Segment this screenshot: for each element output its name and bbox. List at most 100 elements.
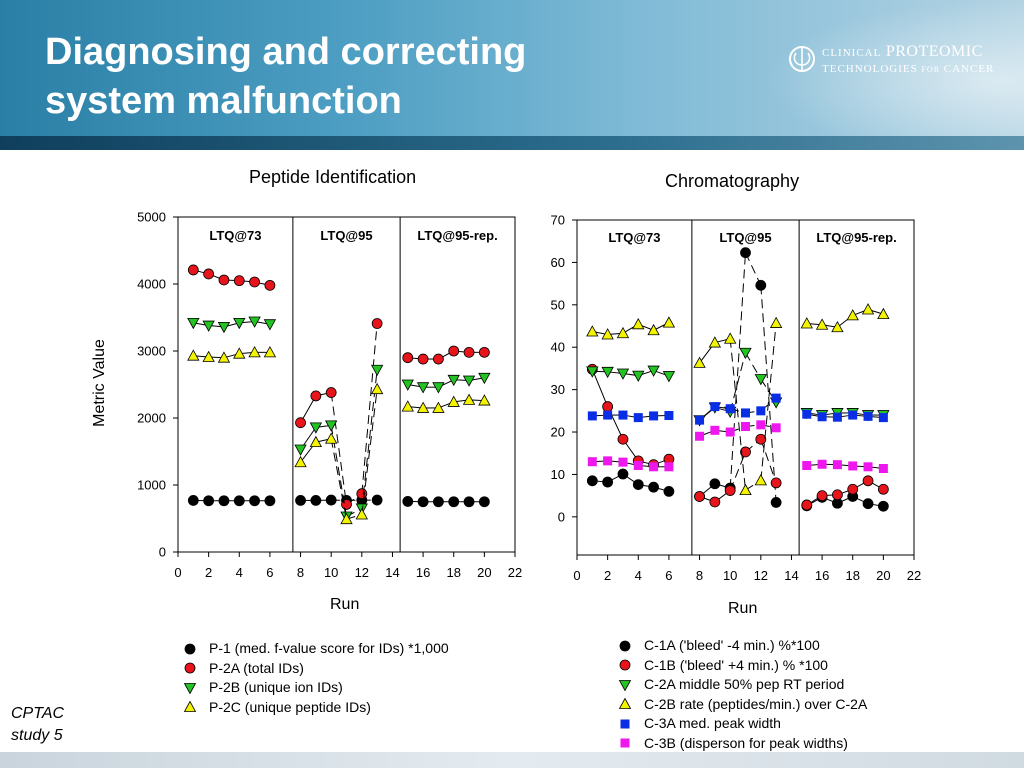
data-point — [633, 413, 643, 423]
data-point — [233, 317, 246, 330]
data-point — [448, 496, 460, 508]
series-line — [760, 285, 777, 503]
legend-marker — [618, 679, 632, 692]
series-line — [361, 323, 378, 494]
series-line — [745, 352, 762, 380]
data-point — [370, 382, 384, 395]
legend-marker — [618, 697, 632, 710]
data-point — [647, 365, 660, 377]
legend-label: P-2B (unique ion IDs) — [209, 679, 343, 695]
data-point — [632, 479, 644, 491]
series-line — [330, 392, 347, 505]
data-point — [309, 435, 323, 448]
data-point — [187, 317, 200, 330]
legend-item: P-2A (total IDs) — [183, 659, 449, 679]
data-point — [663, 485, 675, 497]
data-point — [325, 494, 337, 506]
y-tick-label: 1000 — [137, 478, 166, 493]
data-point — [832, 412, 842, 422]
y-tick-label: 0 — [159, 545, 166, 560]
data-point — [203, 495, 215, 507]
x-tick-label: 12 — [754, 568, 768, 583]
logo-text: CLINICAL — [822, 47, 882, 59]
header-band — [0, 136, 1024, 150]
legend-item: C-2A middle 50% pep RT period — [618, 675, 867, 695]
data-point — [263, 346, 277, 358]
data-point — [218, 495, 230, 507]
data-point — [817, 459, 827, 469]
data-series — [587, 420, 888, 473]
chart-title-chromatography: Chromatography — [665, 171, 800, 191]
data-point — [848, 410, 858, 420]
data-point — [202, 350, 215, 362]
slide-title-line: Diagnosing and correcting — [45, 31, 527, 73]
data-point — [754, 374, 767, 386]
legend-marker-icon — [618, 697, 632, 710]
data-point — [862, 475, 874, 487]
chart-chromatography: LTQ@73 LTQ@95 LTQ@95-rep. 0 2 4 6 8 10 12 14 16 18 20… — [551, 213, 922, 584]
data-point — [800, 317, 813, 329]
x-tick-label: 2 — [604, 568, 611, 583]
x-tick-label: 4 — [635, 568, 642, 583]
data-point — [724, 485, 736, 496]
data-point — [587, 411, 597, 421]
data-series — [586, 303, 890, 496]
data-point — [662, 371, 676, 383]
section-label: LTQ@95-rep. — [816, 230, 896, 245]
x-tick-label: 10 — [324, 565, 338, 580]
data-point — [862, 498, 874, 510]
data-point — [233, 347, 246, 359]
data-point — [695, 415, 705, 425]
data-point — [586, 325, 599, 337]
legend-marker-icon — [620, 738, 630, 748]
x-tick-label: 22 — [907, 568, 921, 583]
data-point — [603, 456, 613, 466]
x-tick-label: 18 — [446, 565, 460, 580]
x-tick-label: 8 — [696, 568, 703, 583]
data-point — [356, 488, 368, 500]
data-point — [664, 410, 674, 420]
series-line — [729, 338, 746, 491]
x-axis-label-peptide: Run — [330, 596, 360, 613]
data-point — [603, 410, 613, 420]
legend-item: C-2B rate (peptides/min.) over C-2A — [618, 695, 867, 715]
data-point — [586, 475, 598, 487]
data-point — [478, 346, 490, 358]
x-tick-label: 14 — [784, 568, 798, 583]
legend-item: C-1B ('bleed' +4 min.) % *100 — [618, 656, 867, 676]
data-point — [401, 379, 414, 391]
data-point — [741, 422, 750, 432]
data-point — [402, 496, 414, 507]
x-tick-label: 4 — [236, 565, 243, 580]
x-tick-label: 18 — [845, 568, 859, 583]
footer-band — [0, 752, 1024, 768]
data-point — [771, 393, 781, 403]
data-point — [478, 394, 491, 406]
data-point — [739, 347, 752, 360]
data-point — [478, 496, 490, 508]
data-point — [770, 497, 782, 508]
data-point — [709, 496, 721, 508]
data-point — [233, 495, 245, 507]
y-tick-label: 50 — [551, 297, 565, 312]
data-point — [755, 279, 767, 291]
data-point — [617, 433, 629, 445]
data-point — [710, 425, 720, 435]
slide-title-line: system malfunction — [45, 80, 402, 122]
data-point — [264, 279, 276, 291]
data-point — [741, 408, 750, 418]
data-point — [310, 390, 322, 402]
y-tick-label: 5000 — [137, 210, 166, 225]
data-point — [295, 417, 306, 429]
legend-label: C-3A med. peak width — [644, 715, 781, 731]
data-point — [664, 462, 674, 472]
series-line — [760, 439, 777, 484]
data-point — [447, 374, 460, 387]
data-point — [724, 332, 737, 344]
data-point — [801, 499, 813, 511]
data-point — [248, 346, 261, 358]
data-point — [433, 353, 444, 365]
data-point — [478, 372, 491, 385]
data-point — [310, 495, 322, 506]
